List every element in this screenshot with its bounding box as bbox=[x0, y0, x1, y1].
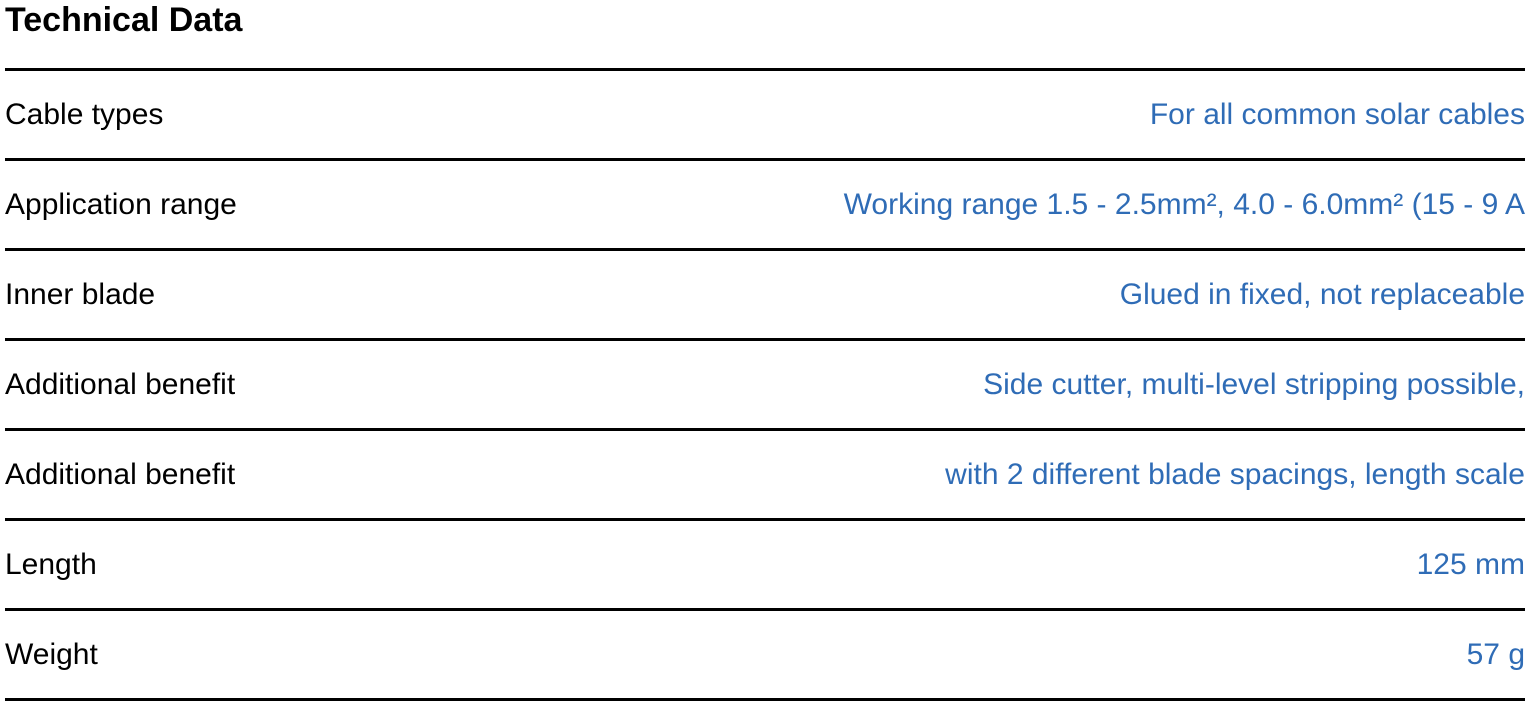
table-row: Cable types For all common solar cables bbox=[5, 71, 1525, 161]
technical-data-table: Cable types For all common solar cables A… bbox=[5, 68, 1525, 701]
row-value: Glued in fixed, not replaceable bbox=[1119, 277, 1525, 311]
row-label: Additional benefit bbox=[5, 367, 236, 401]
table-row: Inner blade Glued in fixed, not replaceab… bbox=[5, 251, 1525, 341]
top-divider bbox=[5, 68, 1525, 71]
row-label: Weight bbox=[5, 637, 98, 671]
row-value: 125 mm bbox=[1416, 547, 1525, 581]
row-label: Application range bbox=[5, 187, 237, 221]
row-value: 57 g bbox=[1466, 637, 1525, 671]
row-label: Additional benefit bbox=[5, 457, 236, 491]
page-title: Technical Data bbox=[5, 1, 243, 39]
table-row: Additional benefit Side cutter, multi-lev… bbox=[5, 341, 1525, 431]
row-value: Side cutter, multi-level stripping possi… bbox=[983, 367, 1525, 401]
row-label: Inner blade bbox=[5, 277, 156, 311]
row-label: Cable types bbox=[5, 97, 164, 131]
table-row: Application range Working range 1.5 - 2.5… bbox=[5, 161, 1525, 251]
table-row: Length 125 mm bbox=[5, 521, 1525, 611]
row-label: Length bbox=[5, 547, 97, 581]
row-value: with 2 different blade spacings, length … bbox=[945, 457, 1525, 491]
row-value: For all common solar cables bbox=[1149, 97, 1525, 131]
table-row: Weight 57 g bbox=[5, 611, 1525, 701]
table-row: Additional benefit with 2 different blade… bbox=[5, 431, 1525, 521]
row-value: Working range 1.5 - 2.5mm², 4.0 - 6.0mm²… bbox=[843, 187, 1525, 221]
